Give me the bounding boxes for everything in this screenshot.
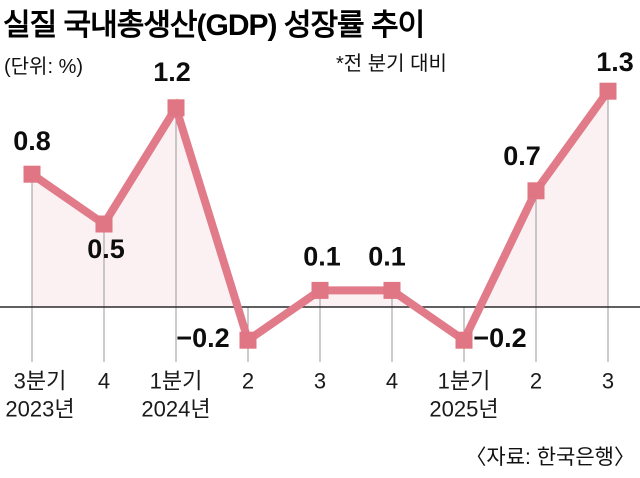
x-axis-label: 3분기 (14, 369, 67, 394)
x-axis-label: 3 (602, 369, 614, 394)
data-point-marker (167, 99, 185, 117)
value-label: 0.1 (303, 241, 341, 271)
data-point-marker (95, 215, 113, 233)
value-label: 0.8 (13, 126, 51, 156)
value-label: 0.1 (368, 241, 406, 271)
value-label: 1.3 (596, 47, 634, 77)
data-point-marker (239, 331, 257, 349)
comparison-note: *전 분기 대비 (336, 53, 447, 75)
x-axis-label: 1분기 (150, 369, 203, 394)
value-label: −0.2 (176, 323, 229, 353)
data-point-marker (455, 331, 473, 349)
x-axis-label: 2025년 (429, 397, 498, 422)
value-label: 0.7 (503, 141, 541, 171)
x-axis-label: 2 (242, 369, 254, 394)
page-title: 실질 국내총생산(GDP) 성장률 추이 (3, 9, 425, 42)
x-axis-label: 3 (314, 369, 326, 394)
data-point-marker (383, 281, 401, 299)
x-axis-label: 2 (530, 369, 542, 394)
value-label: −0.2 (473, 323, 526, 353)
data-point-marker (599, 82, 617, 100)
x-axis-label: 1분기 (438, 369, 491, 394)
value-label: 1.2 (153, 57, 191, 87)
value-label: 0.5 (87, 234, 125, 264)
x-axis-label: 4 (98, 369, 110, 394)
x-axis-label: 2024년 (141, 397, 210, 422)
x-axis-label: 4 (386, 369, 398, 394)
x-axis-label: 2023년 (5, 397, 74, 422)
data-point-marker (23, 165, 41, 183)
data-point-marker (527, 182, 545, 200)
data-point-marker (311, 281, 329, 299)
unit-label: (단위: %) (4, 56, 84, 78)
source-label: 〈자료: 한국은행〉 (465, 446, 635, 469)
